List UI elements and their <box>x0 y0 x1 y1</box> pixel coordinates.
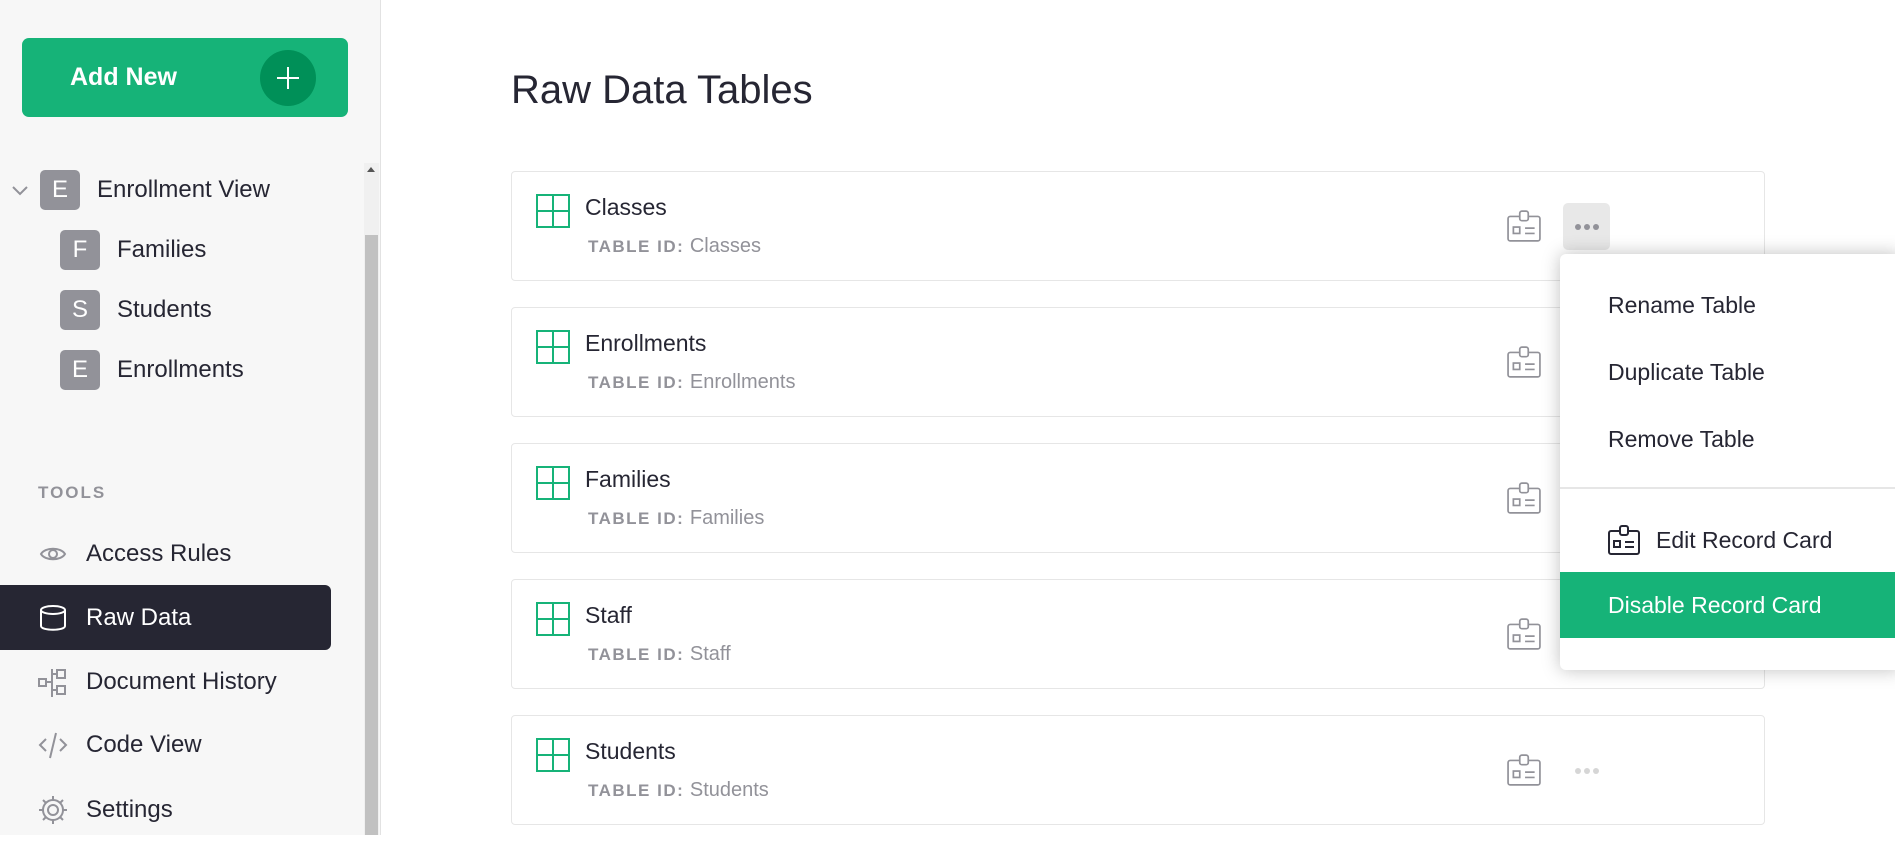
sidebar: Add New E Enrollment View F Families S S… <box>0 0 381 835</box>
tool-document-history[interactable]: Document History <box>0 650 331 714</box>
menu-item-remove-table[interactable]: Remove Table <box>1608 425 1755 452</box>
table-context-menu: Rename Table Duplicate Table Remove Tabl… <box>1560 254 1895 670</box>
menu-item-duplicate-table[interactable]: Duplicate Table <box>1608 358 1765 385</box>
eye-icon <box>39 547 67 561</box>
table-card[interactable]: Enrollments TABLE ID: Enrollments <box>511 307 1765 417</box>
table-id-label: TABLE ID: <box>588 645 685 664</box>
table-name[interactable]: Families <box>585 466 671 492</box>
tool-label: Raw Data <box>86 603 192 631</box>
menu-item-label: Edit Record Card <box>1656 526 1833 553</box>
page-item-students[interactable]: S Students <box>60 290 212 330</box>
page-label: Enrollment View <box>97 176 270 203</box>
tool-code-view[interactable]: Code View <box>0 713 331 777</box>
dots-icon <box>1574 223 1599 230</box>
table-id: TABLE ID: Classes <box>588 235 761 258</box>
page-label: Enrollments <box>117 356 244 383</box>
record-card-icon[interactable] <box>1507 210 1541 242</box>
record-card-icon[interactable] <box>1507 754 1541 786</box>
database-icon <box>40 604 66 631</box>
page-badge: E <box>60 350 100 390</box>
record-card-icon[interactable] <box>1507 346 1541 378</box>
table-grid-icon <box>536 330 570 364</box>
page-label: Students <box>117 296 212 323</box>
scrollbar-thumb[interactable] <box>365 235 378 835</box>
table-id-value: Families <box>689 507 765 529</box>
page-item-enrollment-view[interactable]: E Enrollment View <box>10 170 270 210</box>
table-id-label: TABLE ID: <box>588 237 685 256</box>
more-options-button[interactable] <box>1563 203 1610 250</box>
table-id: TABLE ID: Staff <box>588 643 731 666</box>
table-card[interactable]: Staff TABLE ID: Staff <box>511 579 1765 689</box>
table-id-label: TABLE ID: <box>588 781 685 800</box>
table-grid-icon <box>536 194 570 228</box>
code-icon <box>38 732 68 759</box>
table-grid-icon <box>536 602 570 636</box>
record-card-icon[interactable] <box>1507 482 1541 514</box>
tool-label: Document History <box>86 668 277 695</box>
table-id: TABLE ID: Families <box>588 507 764 530</box>
sidebar-scrollbar[interactable] <box>364 163 379 835</box>
dots-icon <box>1574 767 1599 774</box>
menu-item-edit-record-card[interactable]: Edit Record Card <box>1560 507 1895 573</box>
menu-item-disable-record-card[interactable]: Disable Record Card <box>1560 572 1895 638</box>
page-badge: S <box>60 290 100 330</box>
table-card[interactable]: Classes TABLE ID: Classes <box>511 171 1765 281</box>
page-badge: F <box>60 230 100 270</box>
page-item-enrollments[interactable]: E Enrollments <box>60 350 244 390</box>
history-icon <box>38 669 66 697</box>
tool-label: Access Rules <box>86 540 232 567</box>
menu-divider <box>1560 487 1895 489</box>
page-title: Raw Data Tables <box>511 68 813 112</box>
add-new-button[interactable]: Add New <box>22 38 348 117</box>
table-id-value: Classes <box>689 235 761 257</box>
tool-raw-data[interactable]: Raw Data <box>0 585 331 650</box>
table-id-value: Students <box>689 779 769 801</box>
page-item-families[interactable]: F Families <box>60 230 206 270</box>
page-label: Families <box>117 236 207 263</box>
tool-label: Settings <box>86 796 173 823</box>
table-grid-icon <box>536 738 570 772</box>
table-card[interactable]: Students TABLE ID: Students <box>511 715 1765 825</box>
table-id: TABLE ID: Students <box>588 779 769 802</box>
table-name[interactable]: Students <box>585 738 676 764</box>
table-grid-icon <box>536 466 570 500</box>
record-card-icon <box>1608 525 1640 555</box>
table-name[interactable]: Classes <box>585 194 667 220</box>
more-options-button[interactable] <box>1563 747 1610 794</box>
chevron-down-icon[interactable] <box>10 180 30 200</box>
add-new-label: Add New <box>70 63 177 91</box>
scroll-up-arrow-icon[interactable] <box>367 167 375 172</box>
table-id: TABLE ID: Enrollments <box>588 371 795 394</box>
record-card-icon[interactable] <box>1507 618 1541 650</box>
gear-icon <box>39 796 67 824</box>
table-id-value: Staff <box>689 643 731 665</box>
tool-label: Code View <box>86 731 202 758</box>
table-id-label: TABLE ID: <box>588 509 685 528</box>
plus-icon <box>260 50 316 106</box>
menu-item-rename-table[interactable]: Rename Table <box>1608 291 1756 318</box>
tools-heading: TOOLS <box>38 483 107 502</box>
table-id-label: TABLE ID: <box>588 373 685 392</box>
tool-settings[interactable]: Settings <box>0 778 331 842</box>
table-name[interactable]: Staff <box>585 602 632 628</box>
tool-access-rules[interactable]: Access Rules <box>0 522 331 586</box>
table-id-value: Enrollments <box>689 371 796 393</box>
table-name[interactable]: Enrollments <box>585 330 707 356</box>
page-badge: E <box>40 170 80 210</box>
